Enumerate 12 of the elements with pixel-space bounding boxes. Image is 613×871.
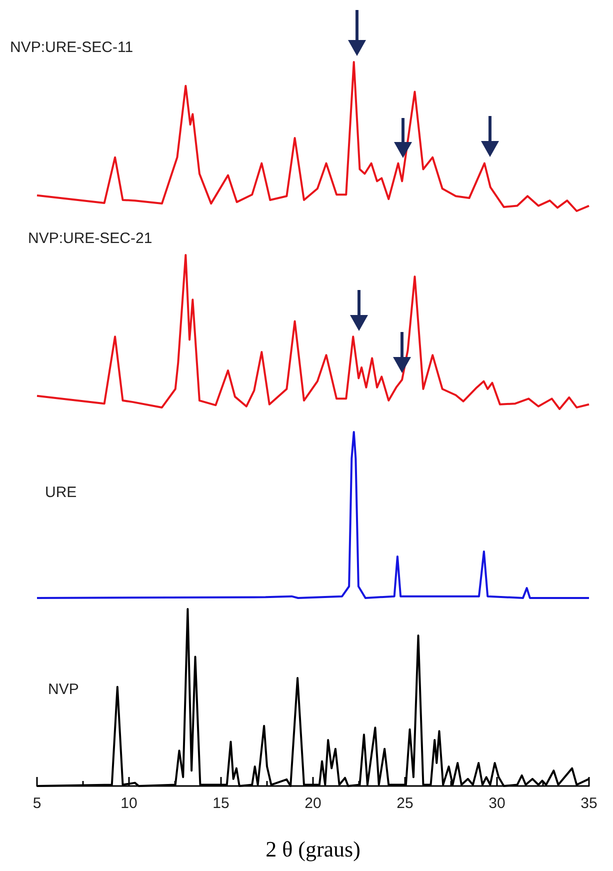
text: NVP: [48, 681, 79, 698]
text: URE: [45, 484, 77, 501]
x-tick-label: 15: [212, 795, 230, 812]
x-axis-title: 2 θ (graus): [266, 836, 360, 862]
x-tick-label: 35: [580, 795, 598, 812]
text: NVP:URE-SEC-11: [10, 39, 134, 56]
x-tick-label: 5: [32, 795, 42, 812]
x-tick-label: 25: [396, 795, 414, 812]
x-tick-label: 20: [304, 795, 322, 812]
x-tick-label: 10: [120, 795, 138, 812]
x-tick-label: 30: [488, 795, 506, 812]
text: NVP:URE-SEC-21: [28, 230, 152, 247]
